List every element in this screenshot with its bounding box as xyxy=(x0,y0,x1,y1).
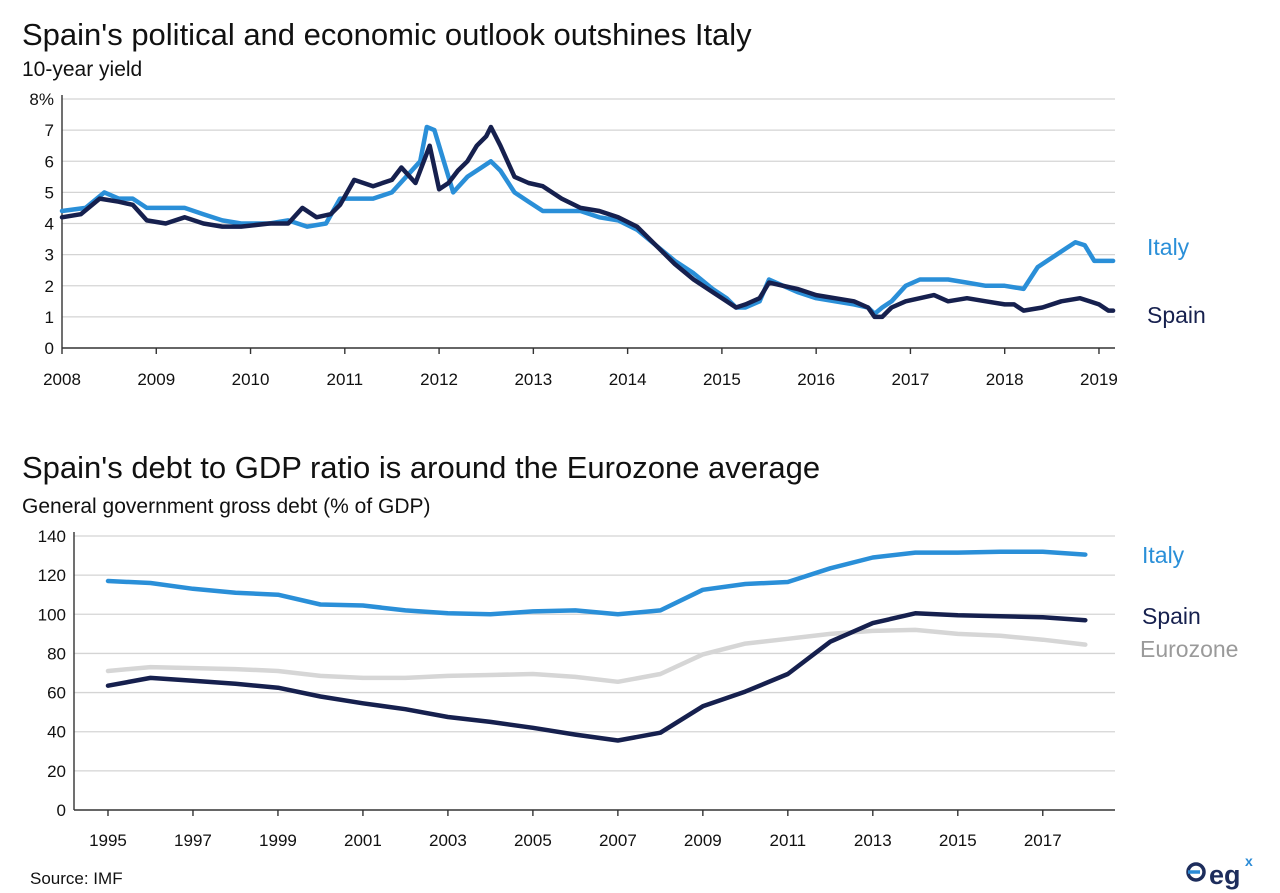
y-tick-label: 60 xyxy=(47,684,66,703)
chart2-axes xyxy=(73,532,1115,816)
chart2-label-italy: Italy xyxy=(1142,542,1185,568)
x-tick-label: 2009 xyxy=(137,370,175,389)
chart2-y-tick-labels: 0 20 40 60 80 100 120 140 xyxy=(38,527,66,820)
y-tick-label: 7 xyxy=(45,121,54,140)
x-tick-label: 1995 xyxy=(89,831,127,850)
x-tick-label: 2010 xyxy=(232,370,270,389)
x-tick-label: 2015 xyxy=(939,831,977,850)
x-tick-label: 2007 xyxy=(599,831,637,850)
series-line-italy xyxy=(59,124,1116,317)
x-tick-label: 1997 xyxy=(174,831,212,850)
chart1-x-tick-labels: 2008 2009 2010 2011 2012 2013 2014 2015 2016 2017… xyxy=(43,370,1118,389)
y-tick-label: 6 xyxy=(45,152,54,171)
x-tick-label: 2016 xyxy=(797,370,835,389)
chart2-gridlines xyxy=(74,535,1115,772)
x-tick-label: 2015 xyxy=(703,370,741,389)
y-tick-label: 8% xyxy=(29,90,54,109)
x-tick-label: 1999 xyxy=(259,831,297,850)
chart1-title: Spain's political and economic outlook o… xyxy=(22,17,752,52)
logo-text: eg xyxy=(1209,860,1241,890)
chart2-label-eurozone: Eurozone xyxy=(1140,636,1238,662)
y-tick-label: 120 xyxy=(38,566,66,585)
logo-swirl-icon xyxy=(1186,862,1206,882)
x-tick-label: 2009 xyxy=(684,831,722,850)
x-tick-label: 2008 xyxy=(43,370,81,389)
source-note: Source: IMF xyxy=(30,869,123,888)
y-tick-label: 80 xyxy=(47,644,66,663)
x-tick-label: 2001 xyxy=(344,831,382,850)
x-tick-label: 2003 xyxy=(429,831,467,850)
x-tick-label: 2013 xyxy=(854,831,892,850)
chart2-subtitle: General government gross debt (% of GDP) xyxy=(22,495,431,518)
y-tick-label: 1 xyxy=(45,308,54,327)
x-tick-label: 2013 xyxy=(514,370,552,389)
y-tick-label: 0 xyxy=(57,801,66,820)
chart1-label-italy: Italy xyxy=(1147,234,1190,260)
chart1-axes xyxy=(61,95,1115,354)
y-tick-label: 2 xyxy=(45,277,54,296)
series-line-italy xyxy=(105,549,1088,617)
chart2-x-tick-labels: 1995 1997 1999 2001 2003 2005 2007 2009 2011 2013… xyxy=(89,831,1062,850)
logo-superscript: x xyxy=(1245,853,1253,869)
y-tick-label: 40 xyxy=(47,723,66,742)
egx-logo: eg x xyxy=(1186,853,1253,890)
y-tick-label: 0 xyxy=(45,339,54,358)
y-tick-label: 3 xyxy=(45,246,54,265)
x-tick-label: 2018 xyxy=(986,370,1024,389)
chart1-label-spain: Spain xyxy=(1147,302,1206,328)
chart1-series-lines xyxy=(59,124,1116,320)
y-tick-label: 4 xyxy=(45,215,54,234)
y-tick-label: 140 xyxy=(38,527,66,546)
chart2-label-spain: Spain xyxy=(1142,603,1201,629)
series-line-spain xyxy=(105,611,1088,743)
x-tick-label: 2017 xyxy=(892,370,930,389)
x-tick-label: 2019 xyxy=(1080,370,1118,389)
x-tick-label: 2005 xyxy=(514,831,552,850)
series-line-eurozone xyxy=(105,627,1088,685)
x-tick-label: 2017 xyxy=(1024,831,1062,850)
y-tick-label: 100 xyxy=(38,605,66,624)
chart1-y-tick-labels: 0 1 2 3 4 5 6 7 8% xyxy=(29,90,54,358)
chart2-title: Spain's debt to GDP ratio is around the … xyxy=(22,450,820,485)
y-tick-label: 20 xyxy=(47,762,66,781)
x-tick-label: 2011 xyxy=(770,831,807,850)
x-tick-label: 2011 xyxy=(327,370,364,389)
x-tick-label: 2014 xyxy=(609,370,647,389)
series-line-spain xyxy=(59,124,1116,320)
y-tick-label: 5 xyxy=(45,183,54,202)
chart2-series-lines xyxy=(105,549,1088,743)
chart1-subtitle: 10-year yield xyxy=(22,58,142,81)
x-tick-label: 2012 xyxy=(420,370,458,389)
